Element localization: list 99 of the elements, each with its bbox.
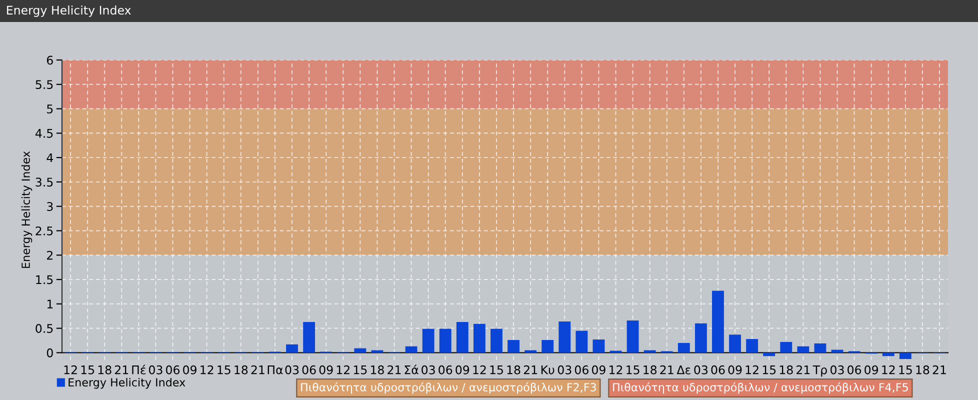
- bar: [405, 346, 418, 353]
- x-tick-label: 18: [234, 365, 248, 374]
- y-tick-label: 4: [46, 153, 54, 162]
- y-tick-label: 3: [47, 202, 53, 211]
- x-tick-label: 21: [114, 365, 128, 374]
- x-tick-label: 12: [746, 365, 758, 374]
- bar: [576, 330, 588, 353]
- bar: [542, 340, 554, 353]
- x-tick-label: 03: [422, 365, 435, 374]
- x-tick-label: 18: [370, 365, 384, 374]
- bar: [678, 342, 690, 353]
- x-tick-label: 18: [644, 365, 657, 374]
- text: Πιθανότητα υδροστρόβιλων / ανεμοστρόβιλων F4,F5: [613, 382, 908, 394]
- x-tick-label: Κυ: [541, 366, 554, 374]
- bar: [712, 290, 724, 353]
- x-tick-label: 03: [285, 365, 299, 374]
- x-tick-label: 03: [148, 365, 162, 374]
- x-tick-label: 09: [183, 365, 196, 374]
- x-tick-label: 09: [319, 365, 333, 374]
- bar: [882, 352, 894, 356]
- x-tick-label: Τρ: [812, 366, 827, 377]
- x-tick-label: 18: [780, 365, 793, 374]
- bar: [763, 352, 776, 356]
- x-tick-label: 21: [251, 365, 264, 374]
- y-tick-label: 1.5: [36, 275, 53, 284]
- y-tick-label: 2.5: [36, 226, 53, 236]
- x-tick-label: 15: [354, 366, 367, 374]
- x-tick-label: 06: [166, 365, 180, 374]
- bar: [524, 350, 537, 353]
- bar: [797, 346, 810, 353]
- bar: [746, 339, 758, 353]
- bar: [286, 344, 298, 353]
- bar: [558, 321, 571, 353]
- x-tick-label: 18: [507, 365, 520, 374]
- bar: [626, 320, 639, 353]
- x-tick-label: 06: [302, 365, 316, 374]
- bar: [439, 328, 452, 353]
- bar: [592, 340, 605, 353]
- x-tick-label: 09: [592, 365, 606, 374]
- x-tick-label: 12: [473, 365, 486, 374]
- x-tick-label: 15: [626, 366, 640, 374]
- x-tick-label: 15: [218, 366, 230, 374]
- x-tick-label: 21: [660, 365, 674, 374]
- x-tick-label: Σά: [404, 364, 418, 374]
- legend-label: Energy Helicity Index: [68, 378, 186, 389]
- bar: [729, 334, 741, 353]
- x-tick-label: 18: [916, 365, 930, 374]
- text: Πιθανότητα υδροστρόβιλων / ανεμοστρόβιλων F2,F3: [301, 382, 596, 394]
- x-tick-label: 03: [830, 365, 844, 374]
- x-tick-label: 12: [200, 365, 214, 374]
- x-tick-label: 15: [81, 366, 94, 374]
- x-tick-label: 15: [899, 366, 912, 374]
- y-tick-label: 5.5: [36, 80, 53, 90]
- y-tick-label: 5: [47, 104, 53, 114]
- bar: [303, 322, 316, 353]
- y-tick-label: 3.5: [36, 178, 53, 187]
- x-tick-label: 03: [558, 365, 572, 374]
- bar: [354, 348, 366, 353]
- x-tick-label: 06: [574, 365, 588, 374]
- bar: [490, 328, 502, 353]
- x-tick-label: 15: [762, 366, 776, 374]
- bar: [814, 343, 826, 353]
- bar: [422, 328, 434, 353]
- bar: [508, 340, 520, 353]
- y-tick-label: 2: [47, 250, 52, 260]
- bar: [899, 352, 912, 360]
- x-tick-label: 21: [796, 365, 810, 374]
- x-tick-label: 09: [864, 365, 878, 374]
- x-tick-label: 15: [490, 366, 503, 374]
- x-tick-label: 06: [848, 365, 862, 374]
- x-tick-label: 12: [336, 365, 350, 374]
- x-tick-label: 06: [711, 365, 725, 374]
- x-tick-label: 06: [438, 365, 452, 374]
- y-tick-label: 0: [46, 348, 53, 358]
- y-tick-label: 4.5: [35, 129, 53, 138]
- x-tick-label: 09: [456, 365, 470, 374]
- x-tick-label: 21: [932, 365, 946, 374]
- y-tick-label: 1: [47, 300, 53, 308]
- bar: [694, 323, 707, 353]
- y-tick-label: 6: [46, 56, 53, 65]
- x-tick-label: Δε: [676, 366, 690, 374]
- bar: [473, 324, 486, 353]
- x-tick-label: 12: [64, 365, 77, 374]
- x-tick-label: 03: [694, 365, 708, 374]
- y-axis-title: Energy Helicity Index: [21, 151, 32, 268]
- x-tick-label: 21: [388, 365, 401, 374]
- bar: [371, 350, 384, 353]
- bar: [456, 322, 468, 353]
- x-tick-label: 12: [610, 365, 622, 374]
- chart-title: Energy Helicity Index: [7, 5, 131, 17]
- bar: [644, 350, 656, 353]
- x-tick-label: Πέ: [132, 364, 146, 374]
- x-tick-label: 09: [728, 365, 742, 374]
- x-tick-label: 21: [524, 365, 537, 374]
- y-tick-label: 0.5: [36, 324, 53, 333]
- x-tick-label: Πα: [268, 366, 283, 374]
- bar: [780, 342, 792, 353]
- x-tick-label: 12: [882, 365, 895, 374]
- x-tick-label: 18: [98, 365, 112, 374]
